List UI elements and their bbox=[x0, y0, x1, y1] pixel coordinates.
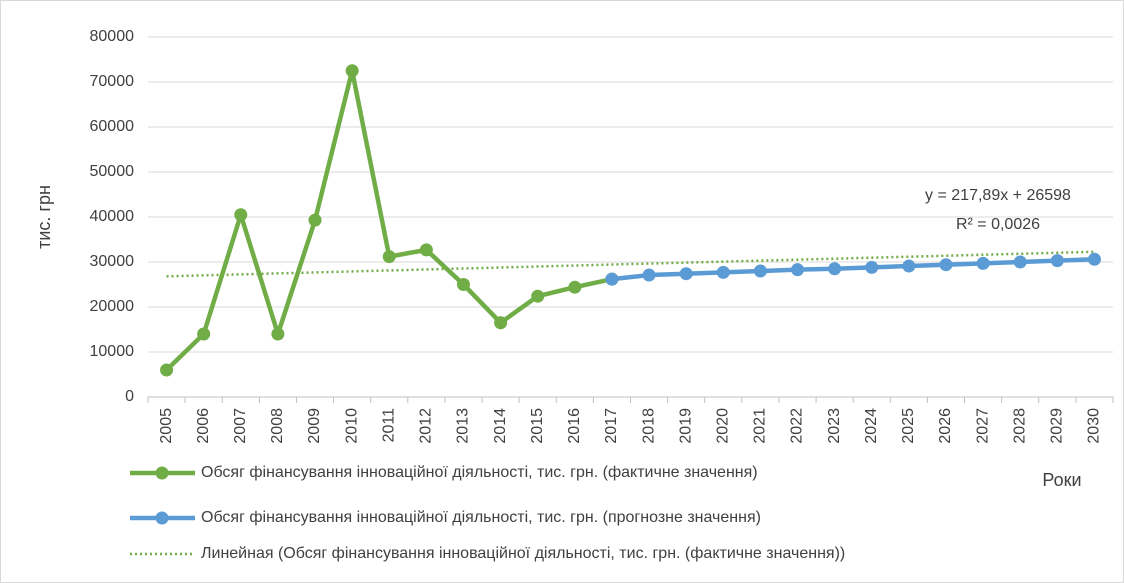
x-tick-label: 2024 bbox=[863, 408, 880, 444]
y-tick-label: 30000 bbox=[90, 253, 135, 270]
trend-equation: y = 217,89x + 26598 bbox=[925, 187, 1071, 204]
point bbox=[976, 256, 990, 270]
y-tick-label: 0 bbox=[125, 388, 134, 405]
x-tick-label: 2017 bbox=[603, 408, 620, 444]
point bbox=[382, 250, 396, 264]
point bbox=[345, 64, 359, 78]
x-tick-label: 2029 bbox=[1049, 408, 1066, 444]
point bbox=[753, 264, 767, 278]
legend-label: Обсяг фінансування інноваційної діяльнос… bbox=[201, 509, 761, 526]
point bbox=[1050, 254, 1064, 268]
point bbox=[939, 258, 953, 272]
trend-r2: R² = 0,0026 bbox=[956, 216, 1040, 233]
x-tick-label: 2021 bbox=[752, 408, 769, 444]
x-tick-label: 2007 bbox=[232, 408, 249, 444]
x-tick-label: 2023 bbox=[826, 408, 843, 444]
point bbox=[160, 363, 174, 377]
x-tick-label: 2016 bbox=[566, 408, 583, 444]
y-tick-label: 50000 bbox=[90, 163, 135, 180]
point bbox=[679, 267, 693, 281]
x-tick-label: 2008 bbox=[269, 408, 286, 444]
x-tick-label: 2030 bbox=[1086, 408, 1103, 444]
point bbox=[308, 213, 322, 227]
x-tick-label: 2015 bbox=[529, 408, 546, 444]
legend-label: Обсяг фінансування інноваційної діяльнос… bbox=[201, 464, 758, 481]
x-tick-label: 2011 bbox=[380, 408, 397, 443]
point bbox=[271, 327, 285, 341]
y-tick-label: 10000 bbox=[90, 343, 135, 360]
y-axis-label: тис. грн bbox=[34, 185, 54, 249]
point bbox=[419, 243, 433, 257]
point bbox=[865, 260, 879, 274]
x-tick-label: 2022 bbox=[789, 408, 806, 444]
x-tick-label: 2006 bbox=[195, 408, 212, 444]
point bbox=[531, 289, 545, 303]
x-tick-label: 2014 bbox=[492, 408, 509, 444]
x-tick-label: 2012 bbox=[418, 408, 435, 444]
point bbox=[605, 272, 619, 286]
x-tick-label: 2020 bbox=[715, 408, 732, 444]
x-tick-label: 2019 bbox=[677, 408, 694, 444]
legend-label: Линейная (Обсяг фінансування інноваційно… bbox=[201, 545, 845, 562]
x-tick-label: 2026 bbox=[937, 408, 954, 444]
point bbox=[456, 278, 470, 291]
x-tick-label: 2005 bbox=[158, 408, 175, 444]
x-tick-label: 2028 bbox=[1011, 408, 1028, 444]
point bbox=[1087, 252, 1101, 266]
point bbox=[234, 208, 248, 222]
y-tick-label: 20000 bbox=[90, 298, 135, 315]
point bbox=[1013, 255, 1027, 269]
y-tick-label: 70000 bbox=[90, 73, 135, 90]
point bbox=[494, 316, 508, 330]
point bbox=[828, 262, 842, 276]
x-tick-label: 2009 bbox=[306, 408, 323, 444]
point bbox=[642, 268, 656, 282]
x-tick-label: 2018 bbox=[640, 408, 657, 444]
x-tick-label: 2025 bbox=[900, 408, 917, 444]
point bbox=[902, 259, 916, 273]
x-tick-label: 2027 bbox=[974, 408, 991, 444]
legend-marker bbox=[155, 466, 169, 480]
point bbox=[716, 265, 730, 279]
y-tick-label: 80000 bbox=[90, 28, 135, 45]
x-tick-label: 2010 bbox=[343, 408, 360, 444]
x-axis-label: Роки bbox=[1042, 470, 1081, 490]
point bbox=[568, 280, 582, 294]
point bbox=[791, 263, 805, 277]
y-tick-label: 40000 bbox=[90, 208, 135, 225]
legend-marker bbox=[155, 511, 169, 525]
point bbox=[197, 327, 211, 341]
x-tick-label: 2013 bbox=[455, 408, 472, 444]
y-tick-label: 60000 bbox=[90, 118, 135, 135]
